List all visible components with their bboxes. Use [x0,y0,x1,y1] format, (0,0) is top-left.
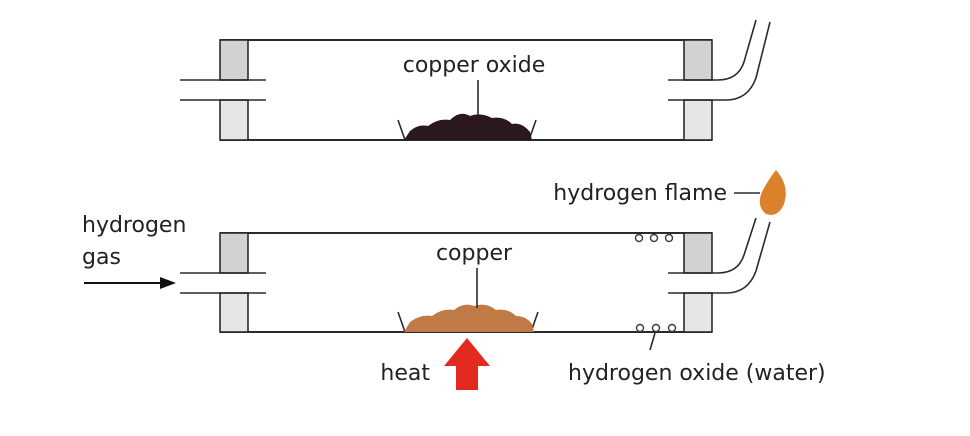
water-droplets-bottom [635,323,677,333]
heat-arrow-icon [444,338,490,390]
water-droplets-top [634,233,674,243]
top-right-stopper-lower [683,99,713,141]
gas-flow-arrow-icon [84,277,176,289]
water-leader [649,332,656,351]
top-right-stopper-upper [683,39,713,81]
water-droplet [667,323,677,333]
top-left-stopper-upper [219,39,249,81]
bottom-outlet-pipe-lower [668,221,771,294]
bottom-apparatus: hydrogen flame hydrogen oxide (water) co… [82,170,826,390]
hydrogen-oxide-label: hydrogen oxide (water) [568,361,826,386]
bottom-left-stopper-lower [219,292,249,333]
top-left-stopper-lower [219,99,249,141]
bottom-right-stopper-upper [683,232,713,274]
copper-oxide-substance [404,113,532,140]
top-apparatus: copper oxide [180,19,771,141]
water-droplet [651,323,661,333]
bottom-outlet-pipe-upper [668,217,757,274]
bottom-right-stopper-lower [683,292,713,333]
hydrogen-flame-icon [759,170,786,215]
hydrogen-gas-label-line2: gas [82,245,121,270]
water-droplet [664,233,674,243]
top-outlet-pipe-upper [668,19,757,81]
bottom-left-stopper-upper [219,232,249,274]
heat-label: heat [380,361,430,386]
water-droplet [634,233,644,243]
copper-label: copper [436,241,513,266]
water-droplet [649,233,659,243]
top-outlet-pipe-lower [668,21,771,101]
copper-substance [404,304,534,332]
copper-oxide-label: copper oxide [403,53,545,78]
top-dish-left-edge [397,119,406,141]
hydrogen-flame-label: hydrogen flame [553,181,727,206]
bottom-dish-left-edge [397,311,406,333]
hydrogen-gas-label-line1: hydrogen [82,213,186,238]
water-droplet [635,323,645,333]
